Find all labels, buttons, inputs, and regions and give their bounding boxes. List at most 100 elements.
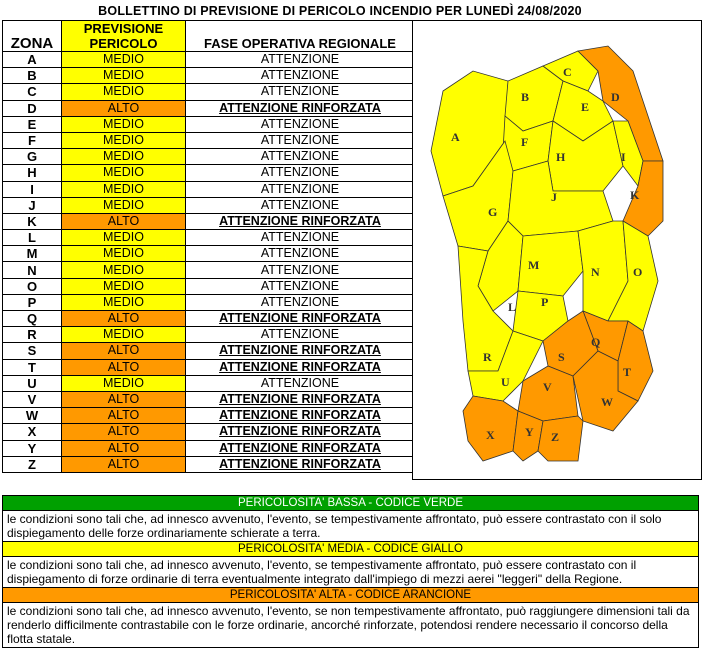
map-zone-label-o: O [633,265,642,279]
operational-phase: ATTENZIONE RINFORZATA [185,423,415,441]
zone-code: B [2,67,62,85]
operational-phase: ATTENZIONE RINFORZATA [185,358,415,376]
map-zone-label-s: S [558,350,565,364]
map-zone-label-k: K [630,188,640,202]
zone-code: R [2,326,62,344]
forecast-level: MEDIO [61,148,186,166]
map-zone-w [572,350,639,432]
map-zone-label-h: H [556,150,566,164]
legend-green-text: le condizioni sono tali che, ad innesco … [2,511,699,541]
operational-phase: ATTENZIONE [185,261,415,279]
operational-phase: ATTENZIONE [185,148,415,166]
table-row: G MEDIO ATTENZIONE [2,148,415,166]
map-zone-label-q: Q [591,335,600,349]
forecast-level: MEDIO [61,164,186,182]
forecast-level: MEDIO [61,196,186,214]
map-zone-label-b: B [521,90,529,104]
table-row: W ALTO ATTENZIONE RINFORZATA [2,407,415,425]
operational-phase: ATTENZIONE RINFORZATA [185,390,415,409]
forecast-level: MEDIO [61,374,186,392]
table-row: O MEDIO ATTENZIONE [2,277,415,295]
zone-code: E [2,115,62,133]
zone-code: O [2,277,62,295]
map-zone-label-n: N [591,265,600,279]
zone-code: U [2,374,62,392]
map-zone-c [542,50,599,92]
table-row: S ALTO ATTENZIONE RINFORZATA [2,342,415,360]
forecast-level: MEDIO [61,67,186,85]
zone-code: P [2,293,62,312]
forecast-level: ALTO [61,439,186,457]
table-row: A MEDIO ATTENZIONE [2,50,415,69]
table-row: N MEDIO ATTENZIONE [2,261,415,279]
table-row: T ALTO ATTENZIONE RINFORZATA [2,358,415,376]
zone-code: M [2,245,62,263]
operational-phase: ATTENZIONE RINFORZATA [185,342,415,360]
forecast-level: MEDIO [61,245,186,263]
forecast-level: MEDIO [61,50,186,69]
forecast-level: ALTO [61,342,186,360]
bulletin-title: BOLLETTINO DI PREVISIONE DI PERICOLO INC… [98,4,582,18]
zone-code: T [2,358,62,376]
zone-code: W [2,407,62,425]
operational-phase: ATTENZIONE RINFORZATA [185,309,415,328]
table-row: B MEDIO ATTENZIONE [2,67,415,85]
zone-code: Q [2,309,62,328]
table-row: D ALTO ATTENZIONE RINFORZATA [2,99,415,117]
operational-phase: ATTENZIONE [185,196,415,214]
zone-table: ZONA PREVISIONE PERICOLO FASE OPERATIVA … [2,20,415,473]
legend-orange-title: PERICOLOSITA' ALTA - CODICE ARANCIONE [2,587,699,603]
map-zone-label-w: W [601,395,613,409]
zone-code: L [2,229,62,247]
legend-green-title: PERICOLOSITA' BASSA - CODICE VERDE [2,495,699,511]
table-row: E MEDIO ATTENZIONE [2,115,415,133]
table-row: K ALTO ATTENZIONE RINFORZATA [2,212,415,231]
map-zone-label-g: G [488,205,497,219]
table-row: M MEDIO ATTENZIONE [2,245,415,263]
operational-phase: ATTENZIONE [185,50,415,69]
table-row: U MEDIO ATTENZIONE [2,374,415,392]
legend-yellow-title: PERICOLOSITA' MEDIA - CODICE GIALLO [2,541,699,557]
forecast-level: MEDIO [61,83,186,101]
map-zone-z [537,415,584,462]
forecast-level: MEDIO [61,115,186,133]
map-zone-label-l: L [508,300,516,314]
map-zone-label-y: Y [525,425,534,439]
forecast-level: MEDIO [61,131,186,150]
map-zone-label-i: I [621,150,626,164]
map-zone-label-a: A [451,130,460,144]
map-zone-label-x: X [486,428,495,442]
legend-orange-text: le condizioni sono tali che, ad innesco … [2,603,699,648]
zone-code: K [2,212,62,231]
table-row: Z ALTO ATTENZIONE RINFORZATA [2,455,415,473]
operational-phase: ATTENZIONE [185,229,415,247]
header-previsione: PREVISIONE PERICOLO [61,20,186,52]
table-row: V ALTO ATTENZIONE RINFORZATA [2,390,415,409]
operational-phase: ATTENZIONE [185,293,415,312]
forecast-level: MEDIO [61,277,186,295]
forecast-level: ALTO [61,407,186,425]
zone-code: N [2,261,62,279]
header-zona: ZONA [2,20,62,52]
legend-yellow-text: le condizioni sono tali che, ad innesco … [2,557,699,587]
zone-code: F [2,131,62,150]
map-zone-y [512,410,544,462]
zone-table-body: A MEDIO ATTENZIONE B MEDIO ATTENZIONE C MEDIO AT… [2,50,415,473]
operational-phase: ATTENZIONE [185,83,415,101]
operational-phase: ATTENZIONE RINFORZATA [185,99,415,117]
map-zone-label-z: Z [551,430,559,444]
table-row: F MEDIO ATTENZIONE [2,131,415,150]
map-zone-label-d: D [611,90,620,104]
forecast-level: MEDIO [61,261,186,279]
forecast-level: MEDIO [61,293,186,312]
operational-phase: ATTENZIONE [185,180,415,198]
operational-phase: ATTENZIONE [185,164,415,182]
map-zone-label-m: M [528,258,539,272]
sardinia-map: A B C D E F G H I J K L M N O P Q R S T U V W X Y Z [412,20,702,480]
zone-code: Z [2,455,62,473]
forecast-level: ALTO [61,390,186,409]
table-row: J MEDIO ATTENZIONE [2,196,415,214]
operational-phase: ATTENZIONE RINFORZATA [185,212,415,231]
forecast-level: ALTO [61,455,186,473]
operational-phase: ATTENZIONE [185,277,415,295]
